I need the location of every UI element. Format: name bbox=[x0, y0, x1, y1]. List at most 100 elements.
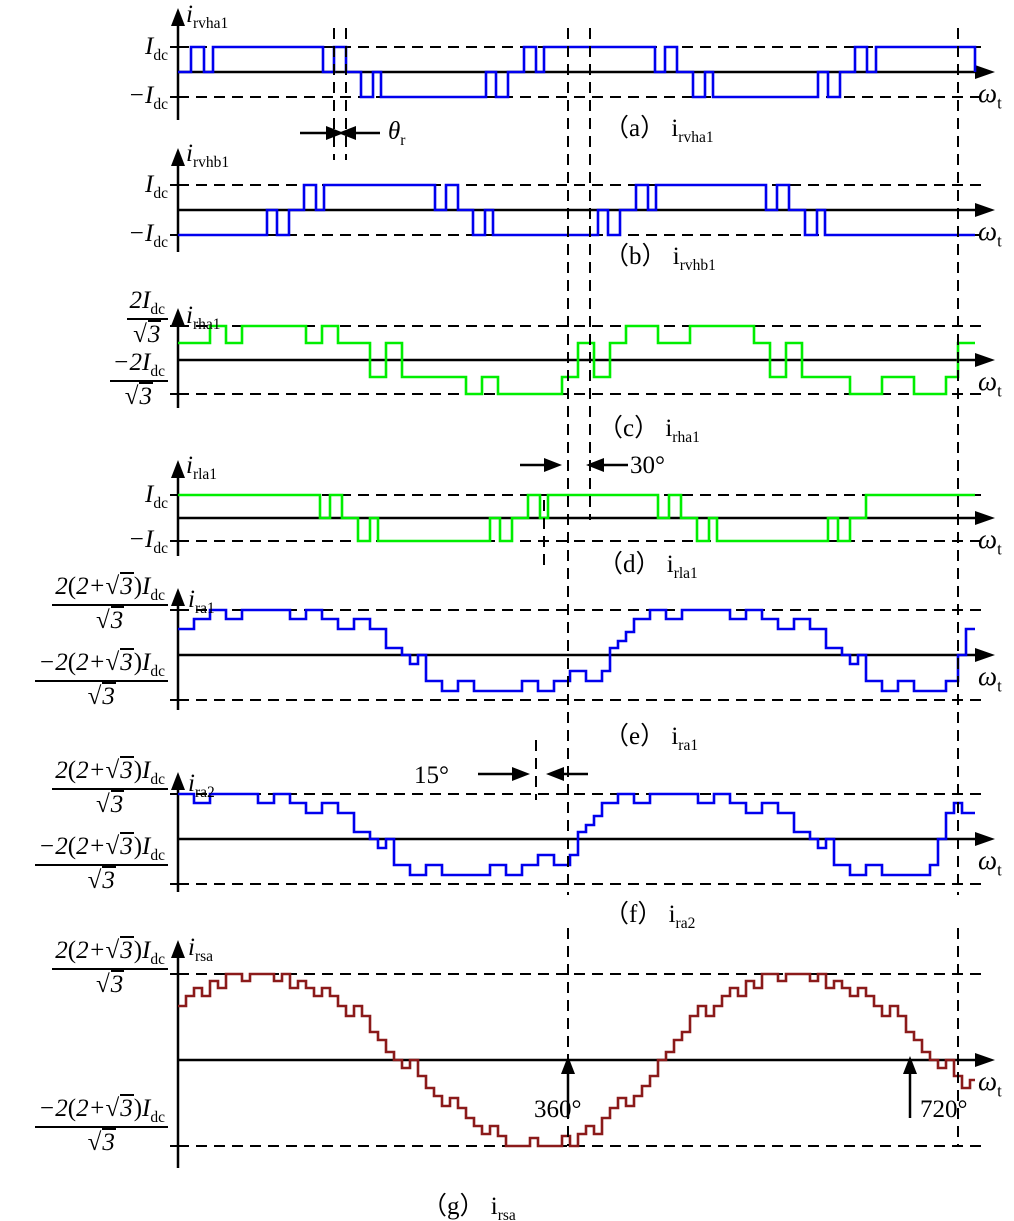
panel-g-ylabel-top: 2(2+√3)Idc √3 bbox=[0, 936, 168, 999]
panel-f-ylabel-bottom: −2(2+√3)Idc √3 bbox=[0, 832, 168, 895]
panel-b-axis-label: ωt bbox=[978, 216, 1002, 251]
deg15-arrow-left-head bbox=[512, 767, 530, 781]
angle-360-arrowhead bbox=[561, 1056, 575, 1074]
panel-c-ylabel-top: 2Idc √3 bbox=[60, 287, 168, 349]
panel-g-plot bbox=[170, 928, 995, 1168]
deg30-label: 30° bbox=[630, 452, 665, 479]
caption-g: （g） irsa bbox=[422, 1193, 516, 1221]
panel-e-axis-label: ωt bbox=[978, 661, 1002, 696]
panel-d-ylabel-bottom: −Idc bbox=[78, 526, 168, 558]
deg30-annotation-graphic bbox=[520, 458, 628, 472]
panel-d-ylabel-top: Idc bbox=[88, 481, 168, 513]
caption-c: （c） irha1 bbox=[598, 415, 700, 446]
deg15-annotation-graphic bbox=[478, 767, 588, 781]
panel-e-plot bbox=[170, 588, 995, 710]
waveform-f bbox=[178, 792, 975, 877]
y-axis-arrowhead bbox=[171, 940, 185, 958]
deg15-label: 15° bbox=[414, 762, 449, 789]
panel-e: 2(2+√3)Idc √3 −2(2+√3)Idc √3 ira1 ωt bbox=[0, 572, 1014, 716]
panel-g-axis-label: ωt bbox=[978, 1066, 1002, 1101]
waveform-c bbox=[178, 324, 975, 396]
y-axis-arrowhead bbox=[171, 588, 185, 606]
panel-f-ylabel-top: 2(2+√3)Idc √3 bbox=[0, 756, 168, 819]
y-bot-text-d: −Idc bbox=[128, 526, 168, 557]
panel-f-axis-label: ωt bbox=[978, 845, 1002, 880]
theta-r-annotation-graphic bbox=[300, 126, 380, 140]
y-top-frac-g: 2(2+√3)Idc √3 bbox=[52, 936, 168, 999]
panel-g-ylabel-bottom: −2(2+√3)Idc √3 bbox=[0, 1094, 168, 1157]
y-top-text-b: Idc bbox=[145, 171, 168, 202]
panel-f-plot bbox=[170, 772, 995, 892]
panel-a-signal-label: irvha1 bbox=[186, 1, 229, 32]
panel-a: Idc −Idc irvha1 ωt bbox=[0, 0, 1014, 130]
caption-b: （b） irvhb1 bbox=[604, 243, 716, 274]
y-bot-frac-e: −2(2+√3)Idc √3 bbox=[35, 648, 168, 711]
panel-d-signal-label: irla1 bbox=[186, 452, 218, 483]
y-axis-arrowhead bbox=[171, 460, 185, 478]
y-top-text-d: Idc bbox=[145, 481, 168, 512]
panel-b: Idc −Idc irvhb1 ωt bbox=[0, 140, 1014, 260]
x-axis-arrowhead bbox=[975, 65, 995, 79]
y-axis-arrowhead bbox=[171, 308, 185, 326]
panel-b-signal-label: irvhb1 bbox=[186, 140, 230, 171]
y-top-frac-f: 2(2+√3)Idc √3 bbox=[52, 756, 168, 819]
y-bot-frac-c: −2Idc √3 bbox=[109, 349, 168, 411]
caption-d: （d） irla1 bbox=[598, 551, 698, 582]
theta-r-label-a: θr bbox=[388, 118, 406, 149]
x-axis-arrowhead bbox=[975, 832, 995, 846]
y-bot-text-b: −Idc bbox=[128, 220, 168, 251]
waveform-g bbox=[178, 972, 975, 1148]
deg15-arrow-right-head bbox=[546, 767, 564, 781]
theta-arrow-right-head bbox=[338, 126, 356, 140]
waveform-b bbox=[178, 183, 975, 237]
panel-g-signal-label: irsa bbox=[188, 934, 214, 965]
x-axis-arrowhead bbox=[975, 353, 995, 367]
panel-a-ylabel-bottom: −Idc bbox=[78, 82, 168, 114]
panel-c-plot bbox=[170, 308, 995, 408]
panel-c-ylabel-bottom: −2Idc √3 bbox=[48, 349, 168, 411]
panel-f: 2(2+√3)Idc √3 −2(2+√3)Idc √3 ira2 ωt bbox=[0, 754, 1014, 894]
y-axis-arrowhead bbox=[171, 8, 185, 26]
angle-marker-360: 360° bbox=[534, 1096, 582, 1123]
theta-r-annotation-graphic-b bbox=[0, 122, 1014, 242]
caption-e: （e） ira1 bbox=[604, 723, 699, 754]
x-axis-arrowhead bbox=[975, 648, 995, 662]
panel-c-signal-label: irha1 bbox=[186, 302, 221, 333]
panel-e-signal-label: ira1 bbox=[188, 586, 215, 617]
panel-a-plot bbox=[170, 8, 995, 120]
angle-marker-720: 720° bbox=[920, 1096, 968, 1123]
y-bot-text-a: −Idc bbox=[128, 82, 168, 113]
panel-g: 2(2+√3)Idc √3 −2(2+√3)Idc √3 irsa ωt 360… bbox=[0, 928, 1014, 1178]
deg30-arrow-right-head bbox=[586, 458, 604, 472]
panel-d-axis-label: ωt bbox=[978, 524, 1002, 559]
panel-d-plot bbox=[170, 460, 995, 556]
caption-f: （f） ira2 bbox=[604, 901, 696, 932]
panel-b-ylabel-top: Idc bbox=[88, 171, 168, 203]
waveform-e bbox=[178, 608, 975, 693]
deg30-arrow-left-head bbox=[544, 458, 562, 472]
panel-c: 2Idc √3 −2Idc √3 irha1 ωt bbox=[0, 287, 1014, 416]
x-axis-arrowhead bbox=[975, 203, 995, 217]
panel-d: Idc −Idc irla1 ωt bbox=[0, 452, 1014, 562]
y-top-frac-c: 2Idc √3 bbox=[126, 287, 168, 349]
panel-b-ylabel-bottom: −Idc bbox=[78, 220, 168, 252]
y-axis-arrowhead bbox=[171, 772, 185, 790]
angle-720-arrowhead bbox=[903, 1056, 917, 1074]
panel-a-ylabel-top: Idc bbox=[88, 33, 168, 65]
caption-a: （a） irvha1 bbox=[604, 115, 714, 146]
x-axis-arrowhead bbox=[975, 1053, 995, 1067]
panel-b-plot bbox=[170, 148, 995, 252]
y-bot-frac-g: −2(2+√3)Idc √3 bbox=[35, 1094, 168, 1157]
y-top-text-a: Idc bbox=[145, 33, 168, 64]
panel-c-axis-label: ωt bbox=[978, 366, 1002, 401]
panel-a-axis-label: ωt bbox=[978, 78, 1002, 113]
y-axis-arrowhead bbox=[171, 148, 185, 166]
panel-e-ylabel-bottom: −2(2+√3)Idc √3 bbox=[0, 648, 168, 711]
panel-e-ylabel-top: 2(2+√3)Idc √3 bbox=[0, 572, 168, 635]
y-bot-frac-f: −2(2+√3)Idc √3 bbox=[35, 832, 168, 895]
panel-f-signal-label: ira2 bbox=[188, 770, 215, 801]
y-top-frac-e: 2(2+√3)Idc √3 bbox=[52, 572, 168, 635]
theta-arrow-left-head bbox=[326, 126, 344, 140]
x-axis-arrowhead bbox=[975, 511, 995, 525]
